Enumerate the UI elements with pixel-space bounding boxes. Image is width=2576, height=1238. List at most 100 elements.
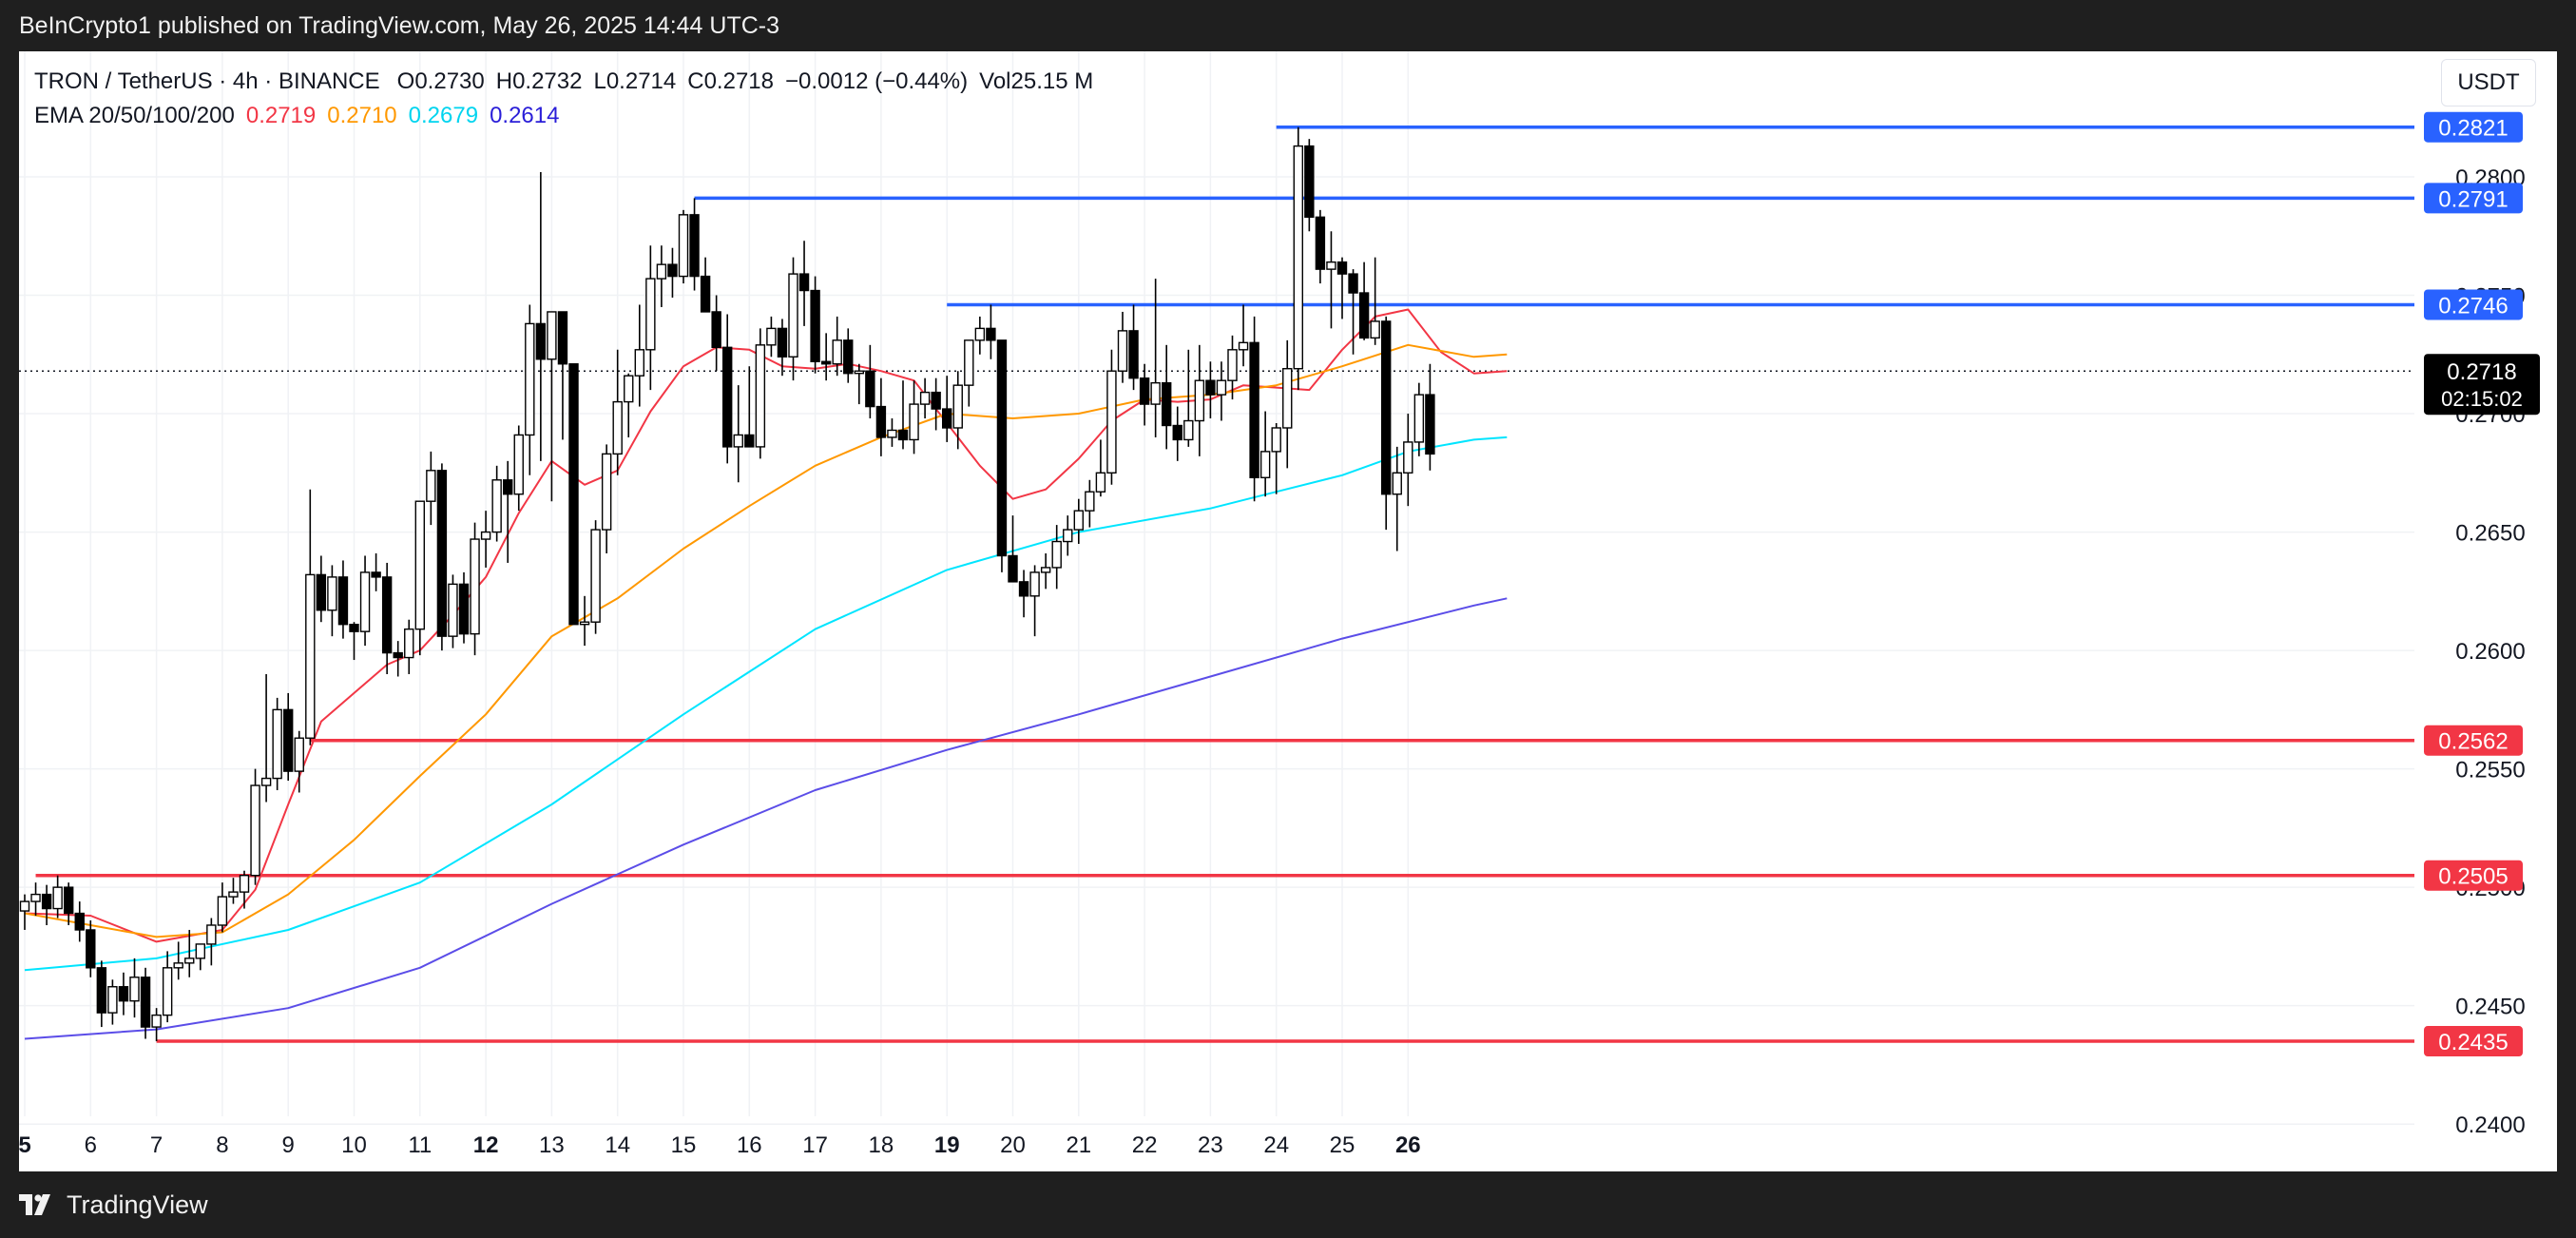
candle: [1413, 382, 1425, 456]
candle: [19, 894, 30, 930]
candle: [897, 380, 909, 450]
candle-body: [964, 339, 974, 386]
candle-body: [371, 571, 381, 578]
candle-body: [1326, 261, 1336, 270]
candle: [404, 619, 414, 674]
candle: [798, 241, 810, 326]
candle-body: [601, 453, 612, 531]
ema50-value: 0.2710: [327, 103, 397, 128]
candle: [1085, 479, 1095, 528]
candle: [1040, 552, 1051, 590]
candle-body: [96, 967, 107, 1014]
candle-body: [909, 403, 919, 441]
candle-body: [470, 538, 480, 635]
candle-body: [1117, 330, 1128, 372]
x-tick-label: 12: [473, 1132, 499, 1158]
symbol-name[interactable]: TRON / TetherUS · 4h · BINANCE: [34, 68, 380, 94]
x-tick-label: 7: [150, 1132, 163, 1158]
candle-body: [1172, 424, 1182, 441]
x-tick-label: 14: [605, 1132, 630, 1158]
candle: [568, 363, 579, 626]
x-tick-label: 13: [539, 1132, 565, 1158]
candle-body: [887, 429, 897, 438]
ema-label[interactable]: EMA 20/50/100/200: [34, 103, 235, 128]
candle: [547, 311, 557, 502]
candle: [1403, 414, 1413, 507]
chart-panel[interactable]: 0.24000.24500.25000.25500.26000.26500.27…: [19, 51, 2557, 1171]
candle-body: [414, 500, 425, 630]
support-price-label: 0.2505: [2438, 864, 2508, 890]
candle: [1227, 335, 1238, 400]
price-chart[interactable]: 0.24000.24500.25000.25500.26000.26500.27…: [19, 51, 2557, 1171]
resistance-price-tag: [2424, 183, 2523, 214]
x-tick-label: 21: [1066, 1132, 1091, 1158]
tradingview-logo[interactable]: TradingView: [19, 1190, 208, 1220]
candle: [470, 522, 480, 656]
candle: [1370, 257, 1380, 345]
candle-body: [612, 400, 623, 455]
currency-button[interactable]: USDT: [2441, 59, 2536, 106]
candle: [832, 316, 842, 377]
candle: [1073, 498, 1085, 545]
candle-body: [1194, 379, 1205, 422]
resistance-price-tag: [2424, 289, 2523, 320]
candle: [64, 882, 74, 925]
candle: [535, 172, 547, 461]
candle-body: [810, 289, 820, 362]
ema200-value: 0.2614: [490, 103, 560, 128]
x-tick-label: 17: [802, 1132, 828, 1158]
candle-body: [480, 531, 491, 540]
candle: [184, 929, 195, 977]
candle-body: [1259, 451, 1271, 478]
candle: [722, 314, 733, 464]
candle-body: [689, 214, 700, 278]
candle: [612, 349, 623, 475]
candle: [865, 344, 875, 419]
candle: [260, 673, 272, 803]
candle-body: [52, 886, 63, 910]
candle-body: [327, 576, 337, 611]
candle-body: [667, 263, 678, 278]
y-tick-label: 0.2600: [2455, 639, 2525, 665]
candle-body: [491, 479, 502, 533]
axes: 0.24000.24500.25000.25500.26000.26500.27…: [19, 165, 2526, 1158]
candle-body: [513, 434, 524, 495]
candle-body: [1227, 349, 1238, 381]
candle-body: [1413, 394, 1425, 443]
y-tick-label: 0.2450: [2455, 995, 2525, 1020]
candle: [217, 882, 228, 933]
candle: [316, 555, 327, 623]
candle: [1161, 344, 1172, 450]
candle-body: [624, 375, 634, 403]
candle: [436, 463, 448, 651]
candle: [678, 209, 689, 284]
candle-body: [250, 784, 260, 877]
candle: [107, 979, 118, 1025]
candle-body: [1139, 377, 1150, 405]
candle-body: [645, 278, 656, 351]
candle-body: [590, 529, 601, 623]
candle: [986, 304, 996, 359]
candle-body: [381, 576, 393, 654]
y-tick-label: 0.2650: [2455, 521, 2525, 547]
candle-body: [1380, 320, 1392, 495]
x-tick-label: 26: [1395, 1132, 1421, 1158]
open-value: O0.2730: [396, 68, 485, 94]
candle-body: [952, 384, 963, 429]
support-price-label: 0.2562: [2438, 729, 2508, 755]
candle: [1425, 363, 1435, 471]
candle: [480, 511, 491, 568]
candle: [711, 295, 721, 372]
candle: [1018, 570, 1029, 618]
candle-body: [458, 583, 470, 635]
candle-body: [678, 214, 689, 278]
candle-body: [436, 470, 448, 637]
candle: [426, 451, 436, 526]
candle: [162, 951, 173, 1023]
candle: [1063, 515, 1073, 556]
candle: [1271, 423, 1281, 494]
candle-body: [1315, 216, 1326, 270]
candle-body: [766, 327, 777, 346]
candle-body: [733, 434, 743, 448]
publisher-bar: BeInCrypto1 published on TradingView.com…: [0, 0, 2576, 51]
